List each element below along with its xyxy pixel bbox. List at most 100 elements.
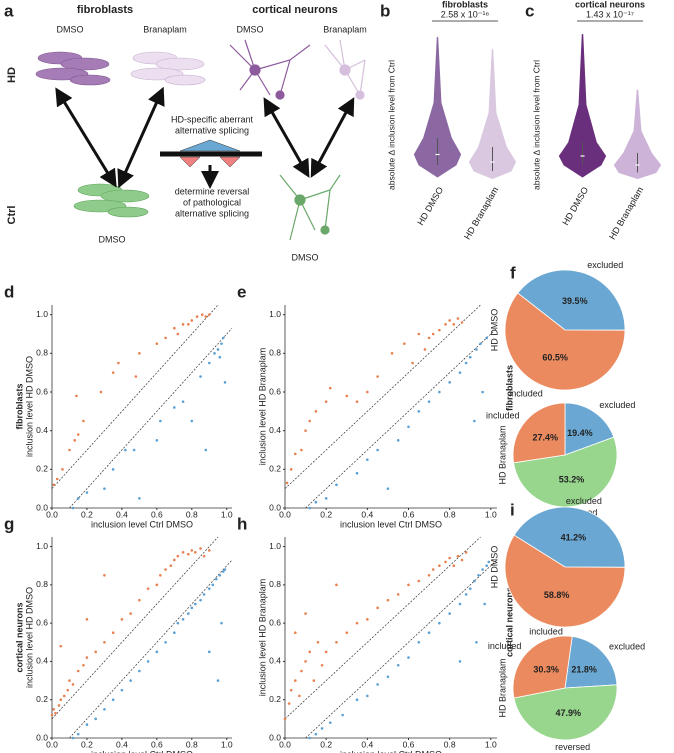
- point: [366, 618, 369, 621]
- neurite: [229, 39, 311, 96]
- point: [324, 497, 328, 500]
- column-header: cortical neurons: [252, 4, 338, 16]
- point: [199, 598, 202, 602]
- x-tick-label: 0.8: [186, 509, 198, 519]
- reference-line: [69, 559, 233, 739]
- point: [155, 439, 159, 442]
- row-label: fibroblasts: [14, 383, 24, 429]
- row-label: HD: [6, 67, 18, 83]
- point: [473, 579, 476, 583]
- pie-slice: [513, 436, 618, 508]
- point: [403, 342, 406, 345]
- point: [223, 381, 227, 384]
- point: [417, 332, 421, 336]
- reference-line: [284, 536, 481, 720]
- point: [427, 631, 431, 635]
- cell: [69, 74, 111, 86]
- point: [386, 675, 390, 679]
- condition-label: DMSO: [237, 24, 264, 34]
- point: [376, 448, 379, 452]
- point: [68, 679, 71, 682]
- point: [427, 336, 431, 340]
- point: [328, 386, 332, 390]
- annotation: determine reversal: [175, 186, 250, 196]
- pie-label: HD DMSO: [489, 546, 499, 589]
- x-tick-label: 0.8: [444, 739, 456, 749]
- point: [366, 458, 369, 461]
- point: [155, 583, 159, 587]
- point: [479, 342, 482, 345]
- exon: [179, 139, 241, 152]
- point: [283, 717, 287, 721]
- y-tick-label: 1.0: [36, 309, 48, 319]
- x-tick-label: 1.0: [485, 509, 497, 519]
- x-tick-label: 0.2: [320, 509, 332, 519]
- category-label: included: [509, 389, 543, 399]
- x-axis-label: inclusion level Ctrl DMSO: [340, 749, 442, 753]
- condition-label: Branaplam: [323, 24, 367, 34]
- point: [204, 448, 208, 452]
- pie-slice: [517, 269, 626, 331]
- x-tick-label: 0.6: [151, 739, 163, 749]
- y-tick-label: 0.8: [36, 348, 48, 358]
- point: [438, 390, 441, 394]
- y-tick-label: 0.4: [36, 425, 48, 435]
- point: [473, 419, 476, 423]
- point: [164, 640, 167, 644]
- point: [82, 419, 85, 423]
- x-axis-label: inclusion level Ctrl DMSO: [91, 749, 193, 753]
- cell: [100, 189, 150, 203]
- y-axis-label: inclusion level HD DMSO: [24, 587, 34, 688]
- panel-label: e: [237, 282, 246, 301]
- x-tick-label: 0.2: [81, 739, 93, 749]
- point: [173, 558, 176, 562]
- point: [187, 323, 190, 326]
- point: [448, 381, 451, 384]
- y-tick-label: 0.0: [269, 732, 281, 742]
- y-tick-label: 0.2: [36, 464, 48, 474]
- cell: [155, 57, 205, 71]
- point: [220, 621, 223, 625]
- panel-label: g: [4, 514, 14, 533]
- pie-slice: [564, 636, 618, 689]
- point: [298, 694, 301, 698]
- panel-label: b: [380, 1, 390, 20]
- violin: [613, 89, 662, 179]
- x-tick-label: 0.0: [46, 739, 58, 749]
- condition-label: DMSO: [292, 252, 319, 262]
- x-tick-label: 0.6: [403, 509, 415, 519]
- point: [216, 679, 220, 682]
- point: [308, 419, 311, 423]
- y-tick-label: 0.0: [36, 732, 48, 742]
- row-label: fibroblasts: [504, 365, 514, 411]
- p-value: 1.43 x 10⁻¹⁷: [586, 9, 634, 19]
- point: [68, 448, 71, 452]
- point: [366, 694, 369, 698]
- y-axis-label: inclusion level HD Branaplam: [257, 348, 267, 466]
- point: [129, 679, 132, 682]
- point: [190, 549, 194, 552]
- panel-label: h: [237, 514, 247, 533]
- point: [431, 568, 435, 571]
- point: [57, 704, 61, 707]
- point: [464, 593, 468, 596]
- point: [155, 650, 159, 654]
- point: [85, 723, 89, 726]
- reference-line: [51, 304, 219, 489]
- x-tick-label: 0.4: [116, 739, 128, 749]
- point: [483, 602, 486, 606]
- annotation: alternative splicing: [175, 125, 249, 135]
- point: [458, 660, 462, 663]
- arrows: [55, 86, 355, 189]
- point: [345, 631, 349, 635]
- point: [117, 361, 120, 365]
- point: [94, 717, 97, 721]
- x-tick-label: 0.0: [279, 739, 291, 749]
- point: [293, 631, 297, 635]
- pie-slice: [513, 684, 618, 741]
- x-tick-label: HD Branaplam: [462, 185, 500, 241]
- pie-slice: [504, 534, 626, 628]
- panel-label: c: [525, 1, 534, 20]
- point: [438, 328, 441, 332]
- x-tick-label: 0.2: [320, 739, 332, 749]
